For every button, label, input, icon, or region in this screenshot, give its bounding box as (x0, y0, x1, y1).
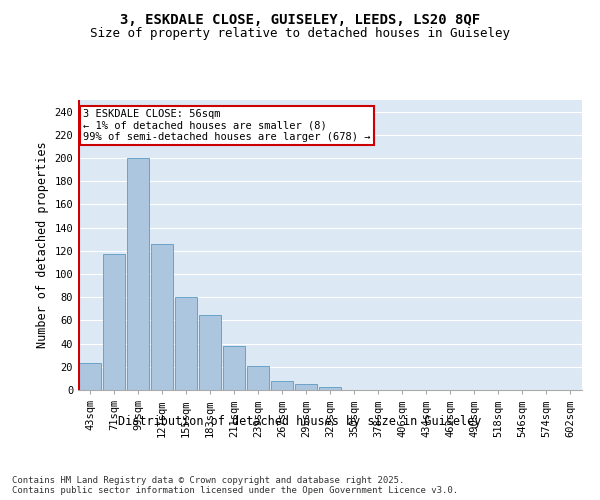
Y-axis label: Number of detached properties: Number of detached properties (36, 142, 49, 348)
Text: 3, ESKDALE CLOSE, GUISELEY, LEEDS, LS20 8QF: 3, ESKDALE CLOSE, GUISELEY, LEEDS, LS20 … (120, 12, 480, 26)
Text: Contains HM Land Registry data © Crown copyright and database right 2025.
Contai: Contains HM Land Registry data © Crown c… (12, 476, 458, 495)
Bar (223, 346, 245, 390)
Bar (319, 386, 341, 390)
Bar (151, 244, 173, 390)
Text: 3 ESKDALE CLOSE: 56sqm
← 1% of detached houses are smaller (8)
99% of semi-detac: 3 ESKDALE CLOSE: 56sqm ← 1% of detached … (83, 108, 371, 142)
Bar (127, 158, 149, 390)
Bar (271, 380, 293, 390)
Bar (103, 254, 125, 390)
Bar (247, 366, 269, 390)
Bar (175, 297, 197, 390)
Bar (199, 314, 221, 390)
Bar (79, 364, 101, 390)
Text: Size of property relative to detached houses in Guiseley: Size of property relative to detached ho… (90, 28, 510, 40)
Text: Distribution of detached houses by size in Guiseley: Distribution of detached houses by size … (118, 415, 482, 428)
Bar (295, 384, 317, 390)
